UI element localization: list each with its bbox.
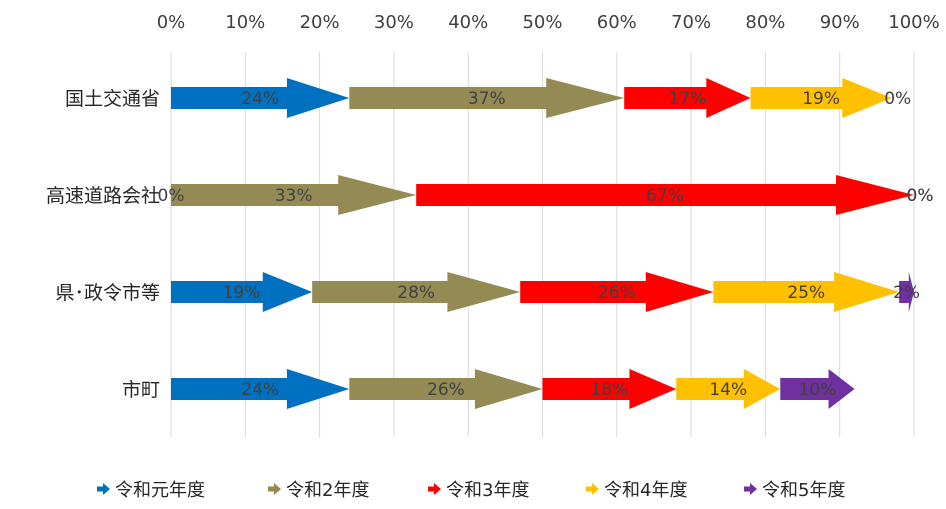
bar-segment <box>171 272 313 312</box>
x-tick-label: 60% <box>597 12 637 33</box>
data-label: 10% <box>799 380 837 400</box>
bar-segment <box>171 175 417 215</box>
data-label: 0% <box>158 186 185 206</box>
legend-arrow-icon <box>586 483 599 495</box>
data-label: 25% <box>787 283 825 303</box>
x-tick-label: 30% <box>374 12 414 33</box>
bars <box>171 78 914 409</box>
x-tick-label: 100% <box>888 12 939 33</box>
x-tick-label: 40% <box>448 12 488 33</box>
data-label: 19% <box>802 89 840 109</box>
bar-segment <box>349 78 625 118</box>
data-label: 24% <box>241 380 279 400</box>
data-label: 19% <box>223 283 261 303</box>
data-label: 26% <box>427 380 465 400</box>
x-tick-label: 0% <box>157 12 186 33</box>
bar-segment <box>416 175 914 215</box>
x-tick-label: 10% <box>225 12 265 33</box>
category-label: 市町 <box>122 379 160 401</box>
data-label: 0% <box>907 186 934 206</box>
data-label: 14% <box>709 380 747 400</box>
legend-arrow-icon <box>744 483 757 495</box>
data-label: 28% <box>397 283 435 303</box>
x-tick-label: 50% <box>522 12 562 33</box>
legend-arrow-icon <box>268 483 281 495</box>
bar-segment <box>520 272 714 312</box>
data-label: 2% <box>893 283 920 303</box>
category-label: 高速道路会社 <box>46 185 160 207</box>
bar-segment <box>713 272 900 312</box>
bar-segment <box>349 369 543 409</box>
category-label: 国土交通省 <box>65 88 160 110</box>
data-label: 17% <box>668 89 706 109</box>
category-label: 県･政令市等 <box>55 282 160 304</box>
data-label: 37% <box>468 89 506 109</box>
data-label: 0% <box>907 186 934 206</box>
x-tick-label: 80% <box>745 12 785 33</box>
x-tick-label: 70% <box>671 12 711 33</box>
legend-label: 令和4年度 <box>604 480 687 501</box>
data-label: 67% <box>646 186 684 206</box>
bar-segment <box>750 78 892 118</box>
gridlines <box>170 52 915 437</box>
x-axis-ticks: 0% 10% 20% 30% 40% 50% 60% 70% 80% 90% 100% <box>157 12 940 33</box>
data-label: 0% <box>884 89 911 109</box>
bar-segment <box>542 369 677 409</box>
x-tick-label: 20% <box>300 12 340 33</box>
legend-label: 令和元年度 <box>115 480 205 501</box>
bar-segment <box>171 78 350 118</box>
x-tick-label: 90% <box>820 12 860 33</box>
legend: 令和元年度 令和2年度 令和3年度 令和4年度 令和5年度 <box>97 480 845 501</box>
data-label: 33% <box>275 186 313 206</box>
bar-segment <box>312 272 521 312</box>
legend-label: 令和5年度 <box>762 480 845 501</box>
bar-segment <box>676 369 781 409</box>
bar-segment <box>899 272 914 312</box>
bar-segment <box>780 369 855 409</box>
legend-arrow-icon <box>428 483 441 495</box>
bar-segment <box>171 369 350 409</box>
legend-label: 令和2年度 <box>286 480 369 501</box>
data-labels: 24% 37% 17% 19% 0%0% 33% 67% 0%0%19% 28% 26% 25% 2%… <box>158 89 934 400</box>
legend-arrow-icon <box>97 483 110 495</box>
data-label: 18% <box>590 380 628 400</box>
legend-label: 令和3年度 <box>446 480 529 501</box>
bar-segment <box>624 78 751 118</box>
data-label: 24% <box>241 89 279 109</box>
data-label: 26% <box>598 283 636 303</box>
